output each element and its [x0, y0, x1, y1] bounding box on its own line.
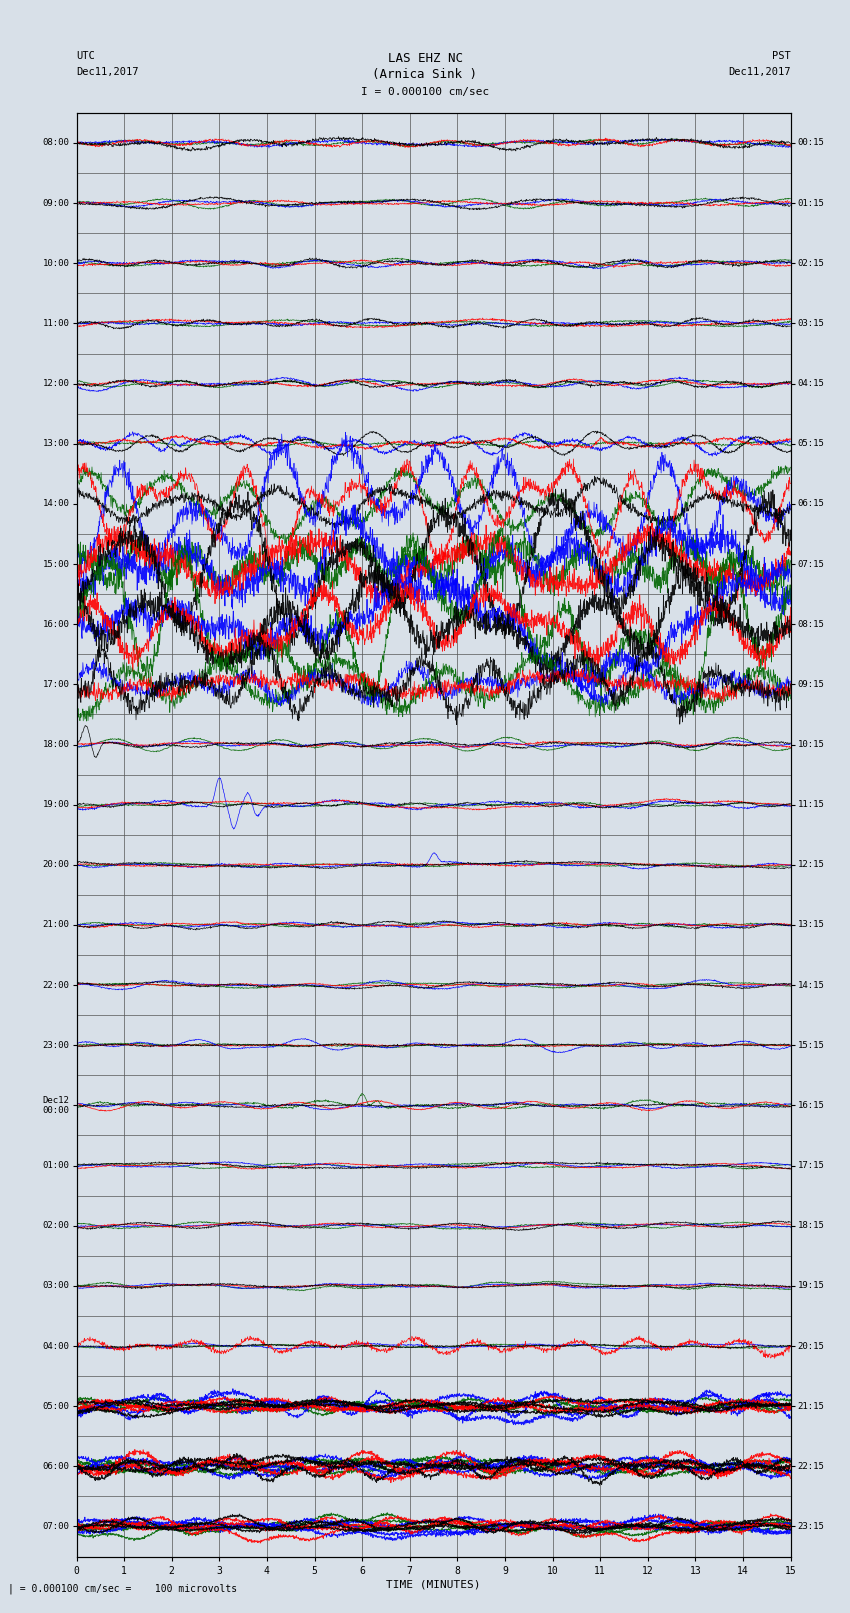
- Text: Dec11,2017: Dec11,2017: [728, 68, 791, 77]
- Text: LAS EHZ NC: LAS EHZ NC: [388, 52, 462, 65]
- Text: (Arnica Sink ): (Arnica Sink ): [372, 68, 478, 81]
- Text: I = 0.000100 cm/sec: I = 0.000100 cm/sec: [361, 87, 489, 97]
- Text: Dec11,2017: Dec11,2017: [76, 68, 139, 77]
- X-axis label: TIME (MINUTES): TIME (MINUTES): [386, 1579, 481, 1590]
- Text: | = 0.000100 cm/sec =    100 microvolts: | = 0.000100 cm/sec = 100 microvolts: [8, 1582, 238, 1594]
- Text: PST: PST: [772, 52, 791, 61]
- Text: UTC: UTC: [76, 52, 95, 61]
